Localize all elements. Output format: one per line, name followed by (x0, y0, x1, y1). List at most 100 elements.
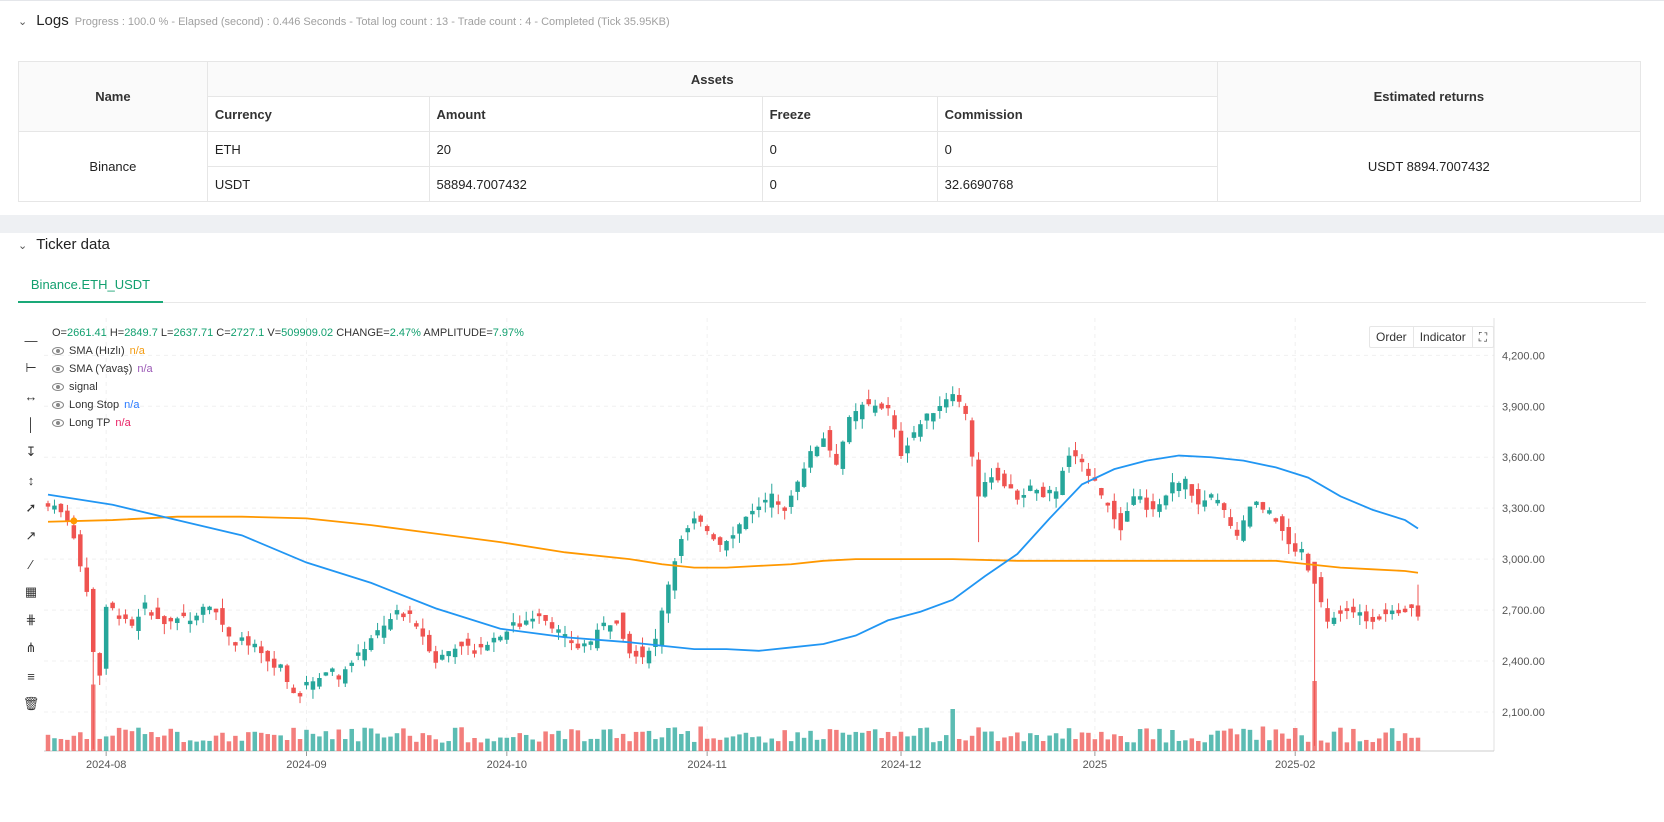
candle (1040, 482, 1046, 498)
candle (187, 612, 193, 633)
volume-bar (530, 739, 535, 751)
logs-meta: Progress : 100.0 % - Elapsed (second) : … (74, 16, 670, 28)
eye-icon[interactable] (52, 347, 64, 355)
candle-body (756, 506, 762, 511)
eye-icon[interactable] (52, 401, 64, 409)
ohlc-readout: O=2661.41 H=2849.7 L=2637.71 C=2727.1 V=… (52, 324, 524, 342)
volume-bar (362, 727, 367, 751)
candle (1208, 492, 1214, 501)
volume-bar (181, 742, 186, 751)
eye-icon[interactable] (52, 383, 64, 391)
candle (1260, 501, 1266, 514)
candle (1060, 467, 1065, 496)
chevron-down-icon[interactable]: ⌄ (18, 16, 28, 28)
horizontal-segment-tool-icon[interactable]: ↔ (24, 388, 38, 404)
volume-bar (265, 734, 270, 751)
legend-item-sma-slow[interactable]: SMA (Yavaş) n/a (52, 360, 524, 378)
candle (924, 413, 930, 430)
parallel-channel-tool-icon[interactable]: ⋕ (25, 612, 37, 627)
logs-header[interactable]: ⌄ Logs Progress : 100.0 % - Elapsed (sec… (18, 12, 670, 29)
trend-line-tool-icon[interactable]: ➚ (25, 500, 37, 515)
fib-retracement-tool-icon[interactable]: ≡ (27, 668, 35, 684)
chevron-down-icon[interactable]: ⌄ (18, 240, 28, 252)
vertical-ray-tool-icon[interactable]: ↧ (25, 444, 37, 459)
candle (588, 640, 594, 651)
candle-body (1376, 616, 1382, 620)
candle-body (336, 675, 342, 680)
candle-body (523, 620, 529, 625)
candle (1047, 485, 1052, 502)
indicator-button[interactable]: Indicator (1414, 327, 1473, 347)
candle (1292, 533, 1298, 557)
candle-body (1066, 455, 1072, 467)
vertical-segment-tool-icon[interactable]: ↕ (27, 472, 35, 488)
legend-item-long-stop[interactable]: Long Stop n/a (52, 396, 524, 414)
candle-body (556, 629, 561, 633)
candle (1331, 611, 1337, 626)
volume-bar (1305, 741, 1311, 751)
drawing-toolbar: — ⊢ ↔ │ ↧ ↕ ➚ ↗ ∕ ▦ ⋕ ⋔ ≡ 🗑 (18, 326, 44, 718)
candle-body (103, 606, 109, 669)
candle-body (1318, 577, 1324, 603)
vertical-line-tool-icon[interactable]: │ (26, 416, 36, 432)
price-label-tool-icon[interactable]: ▦ (24, 584, 38, 599)
legend-item-signal[interactable]: signal (52, 378, 524, 396)
candle-body (271, 658, 277, 668)
trash-icon[interactable]: 🗑 (22, 696, 40, 711)
order-button[interactable]: Order (1370, 327, 1414, 347)
candle (1234, 522, 1240, 540)
candle-body (1402, 608, 1408, 613)
volume-bar (814, 739, 820, 751)
sub-header-freeze: Freeze (761, 96, 938, 132)
candle (614, 620, 619, 626)
legend-item-sma-fast[interactable]: SMA (Hızlı) n/a (52, 342, 524, 360)
candle (1247, 506, 1253, 529)
candle (355, 644, 361, 661)
volume-label: V= (267, 327, 282, 339)
candle (730, 526, 736, 549)
candle-body (1228, 517, 1233, 526)
volume-bar (1150, 739, 1156, 751)
volume-bar (918, 728, 923, 751)
candle (149, 610, 154, 620)
tab-eth-usdt[interactable]: Binance.ETH_USDT (18, 268, 163, 303)
candle-body (847, 417, 852, 443)
extended-line-tool-icon[interactable]: ∕ (29, 556, 33, 572)
volume-bar (1338, 727, 1343, 751)
volume-bar (847, 734, 852, 751)
eye-icon[interactable] (52, 365, 64, 373)
fullscreen-icon[interactable]: ⛶ (1478, 330, 1488, 344)
candle (1157, 498, 1162, 518)
x-tick-label: 2025 (1083, 759, 1107, 771)
candle-body (407, 610, 413, 614)
x-tick-label: 2024-12 (881, 759, 921, 771)
volume-bar (1086, 732, 1091, 751)
pitchfork-tool-icon[interactable]: ⋔ (25, 640, 37, 655)
candle-body (1170, 482, 1175, 494)
ray-tool-icon[interactable]: ↗ (25, 528, 37, 543)
candle-body (187, 620, 193, 625)
candle (259, 640, 264, 664)
legend-series-name: signal (69, 381, 98, 393)
horizontal-line-tool-icon[interactable]: — (24, 332, 38, 348)
eye-icon[interactable] (52, 419, 64, 427)
candle-body (323, 672, 329, 676)
volume-bar (685, 731, 691, 751)
horizontal-ray-tool-icon[interactable]: ⊢ (25, 360, 37, 375)
candle (317, 673, 322, 690)
x-tick-label: 2024-10 (487, 759, 527, 771)
candle-body (717, 537, 723, 545)
volume-bar (1118, 736, 1123, 751)
ticker-header[interactable]: ⌄ Ticker data (18, 236, 110, 253)
estimated-returns: USDT 8894.7007432 (1216, 131, 1642, 202)
x-tick-label: 2024-08 (86, 759, 126, 771)
legend-item-long-tp[interactable]: Long TP n/a (52, 414, 524, 432)
candle (976, 452, 981, 543)
volume-bar (601, 729, 607, 751)
candle (485, 641, 490, 652)
candle-body (911, 432, 917, 438)
volume-bar (304, 729, 309, 751)
volume-bar (427, 735, 432, 751)
candle-body (536, 613, 542, 617)
